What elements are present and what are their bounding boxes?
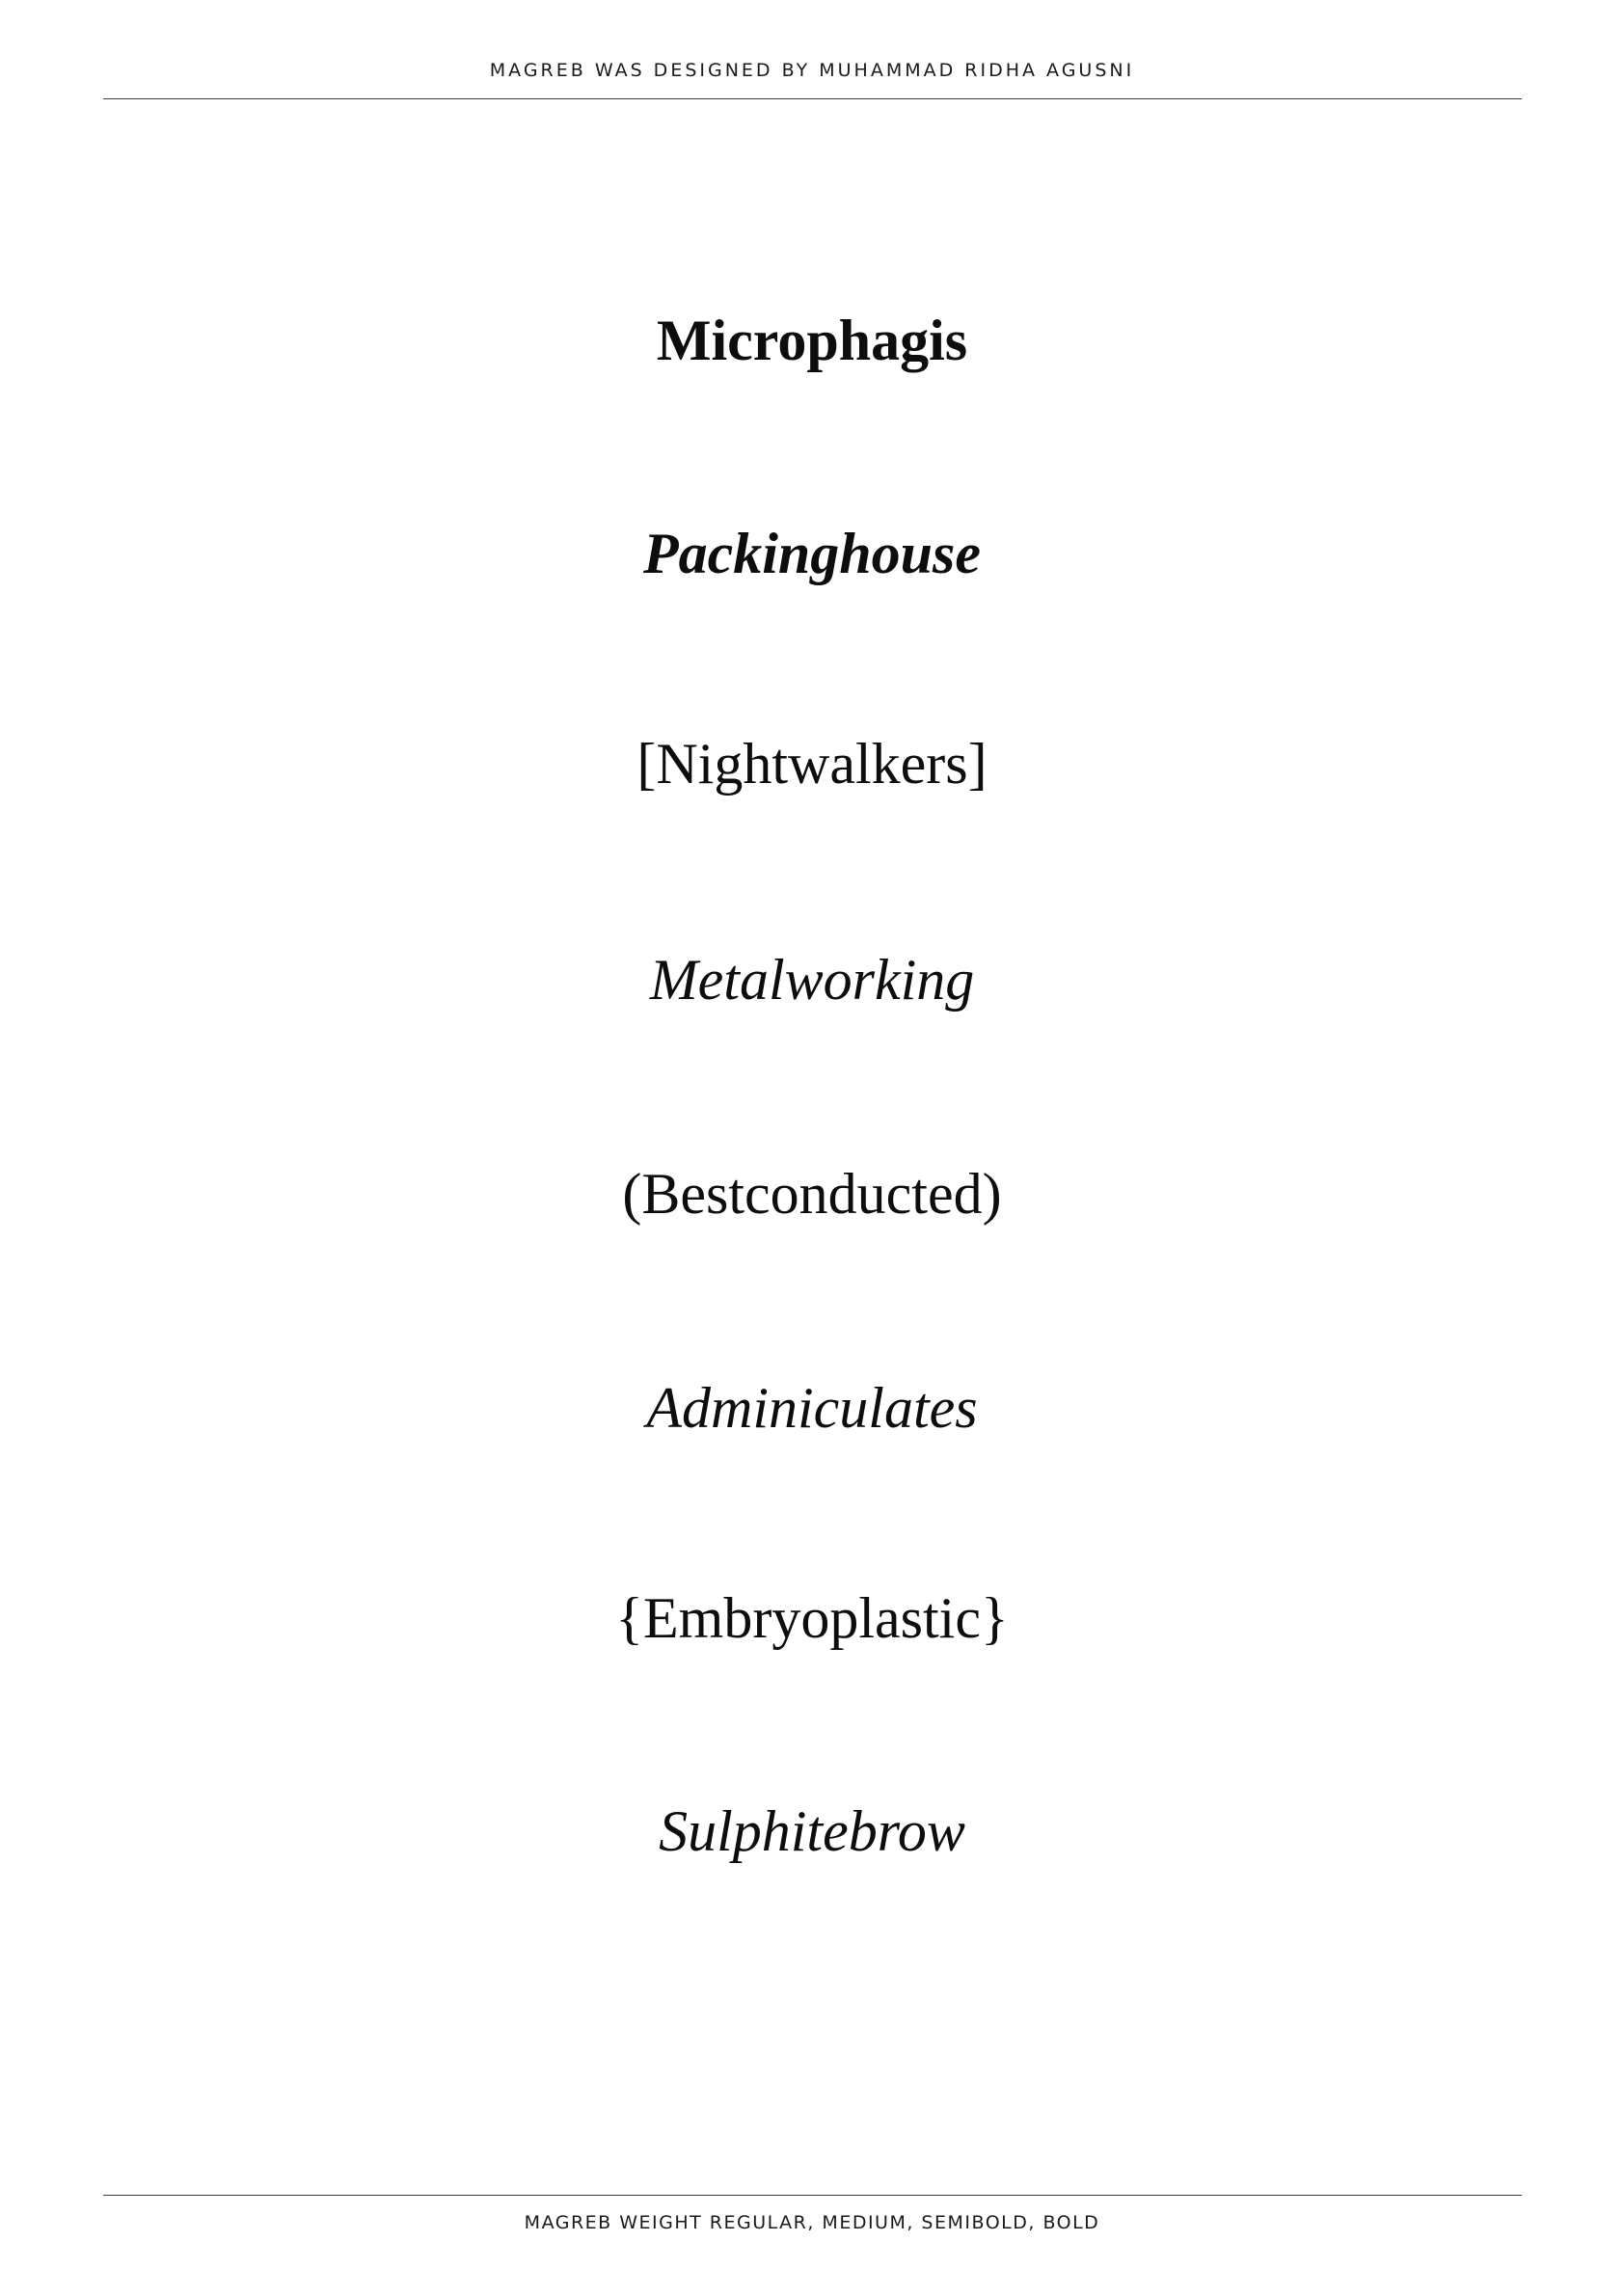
specimen-word-packinghouse: Packinghouse (642, 522, 982, 585)
specimen-word-sulphitebrow: Sulphitebrow (659, 1799, 965, 1863)
footer-weights: MAGREB WEIGHT REGULAR, MEDIUM, SEMIBOLD,… (524, 2212, 1100, 2233)
specimen-word-bestconducted: (Bestconducted) (622, 1162, 1002, 1226)
header-credit: MAGREB WAS DESIGNED BY MUHAMMAD RIDHA AG… (489, 60, 1135, 81)
specimen-word-embryoplastic: {Embryoplastic} (615, 1586, 1009, 1650)
specimen-word-nightwalkers: [Nightwalkers] (636, 732, 988, 796)
specimen-word-adminiculates: Adminiculates (646, 1376, 978, 1440)
specimen-word-metalworking: Metalworking (649, 948, 975, 1012)
header-divider (103, 98, 1522, 99)
footer-divider (103, 2195, 1522, 2196)
specimen-word-microphagis: Microphagis (656, 309, 968, 372)
